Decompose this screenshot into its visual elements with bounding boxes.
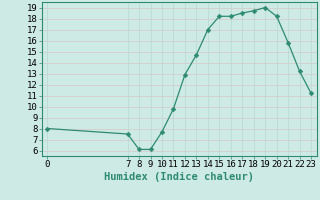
X-axis label: Humidex (Indice chaleur): Humidex (Indice chaleur)	[104, 172, 254, 182]
